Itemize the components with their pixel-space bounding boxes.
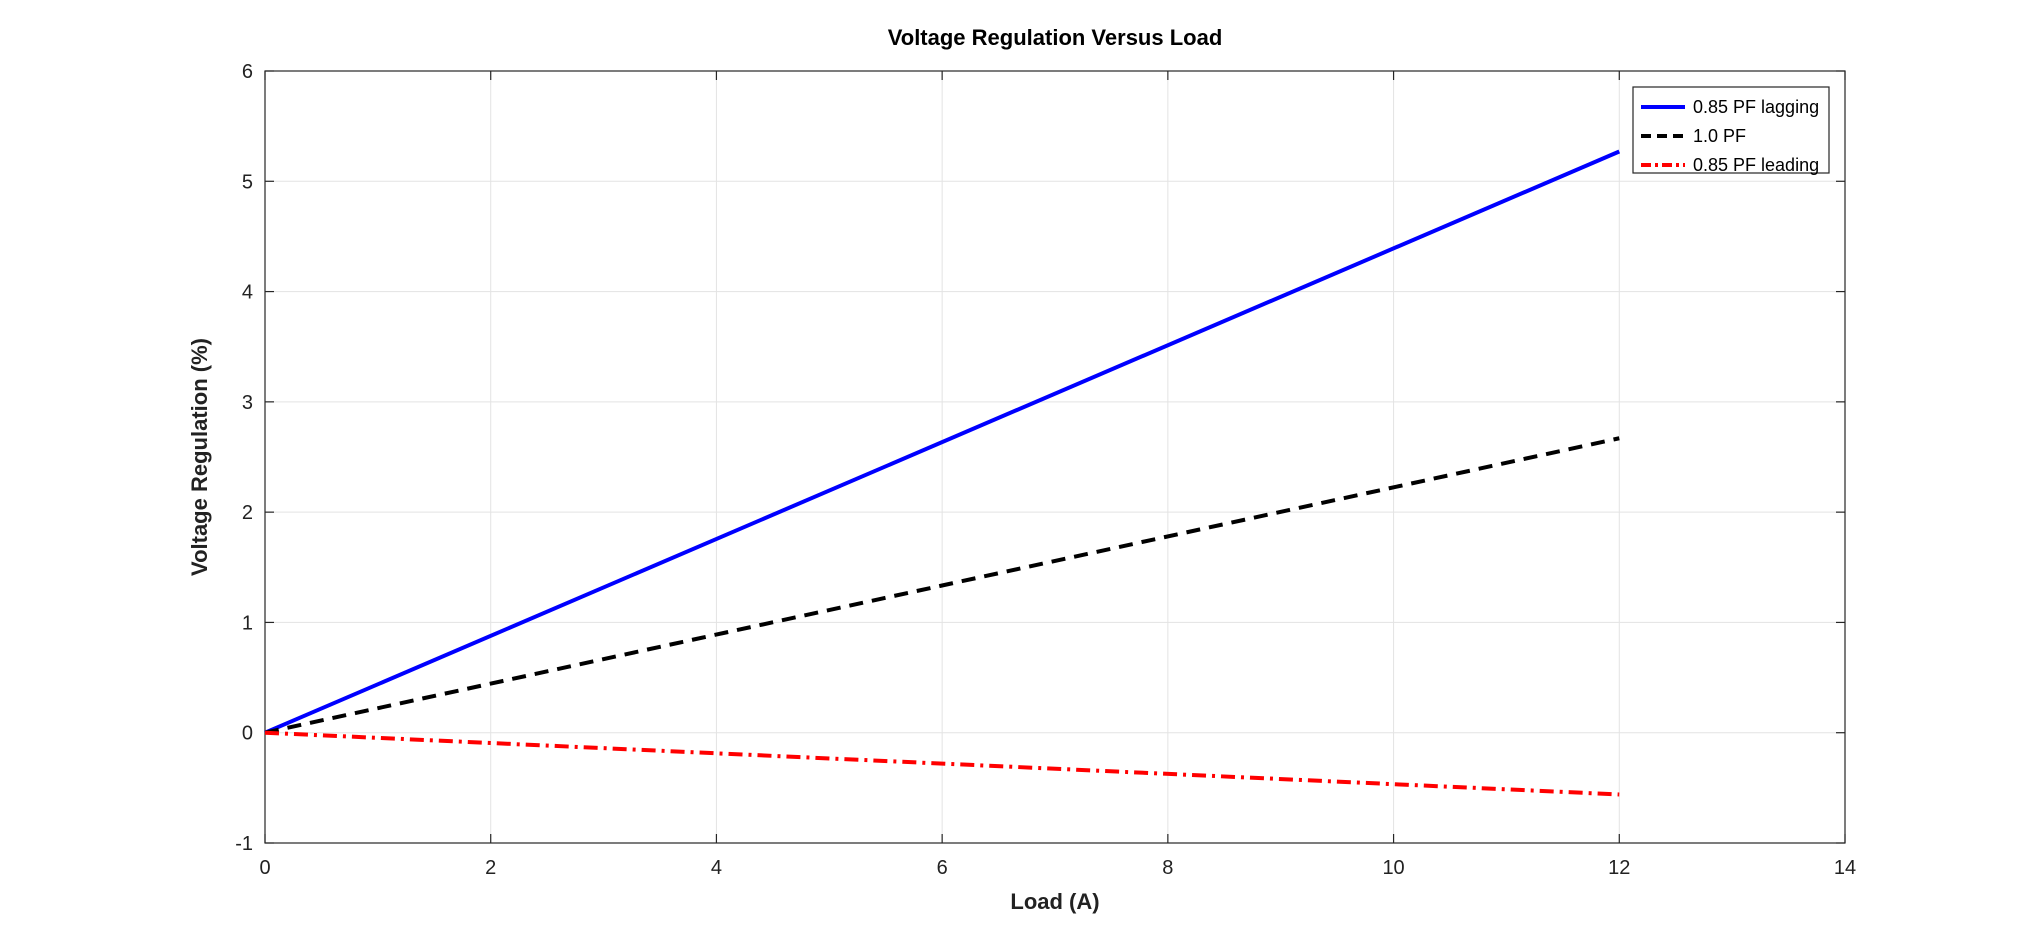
y-tick-label: 5 — [242, 171, 253, 193]
legend-label-2: 1.0 PF — [1693, 126, 1746, 146]
series-line-1 — [264, 149, 1621, 735]
y-tick-label: 4 — [242, 282, 253, 304]
x-axis-label: Load (A) — [1010, 889, 1099, 914]
chart-title: Voltage Regulation Versus Load — [888, 25, 1223, 50]
y-tick-label: 2 — [242, 502, 253, 524]
x-tick-label: 12 — [1608, 857, 1630, 879]
y-tick-label: 6 — [242, 61, 253, 83]
y-axis-label: Voltage Regulation (%) — [187, 338, 212, 576]
plot-frame — [264, 70, 1846, 844]
y-tick-label: 0 — [242, 723, 253, 745]
legend-box — [1632, 86, 1830, 174]
x-tick-label: 4 — [711, 857, 722, 879]
legend: 0.85 PF lagging 1.0 PF 0.85 PF leading — [1632, 86, 1830, 175]
x-tick-label: 0 — [259, 857, 270, 879]
x-tick-label: 2 — [485, 857, 496, 879]
y-tick-label: 3 — [242, 392, 253, 414]
series-line-3 — [264, 730, 1620, 797]
legend-label-3: 0.85 PF leading — [1693, 155, 1819, 175]
series-group — [264, 149, 1621, 797]
x-tick-label: 6 — [937, 857, 948, 879]
x-tick-label: 8 — [1162, 857, 1173, 879]
y-tick-label: -1 — [235, 833, 253, 855]
x-tick-label: 10 — [1382, 857, 1404, 879]
y-tick-label: 1 — [242, 612, 253, 634]
legend-label-1: 0.85 PF lagging — [1693, 97, 1819, 117]
series-line-2 — [264, 436, 1620, 735]
x-tick-label: 14 — [1834, 857, 1856, 879]
